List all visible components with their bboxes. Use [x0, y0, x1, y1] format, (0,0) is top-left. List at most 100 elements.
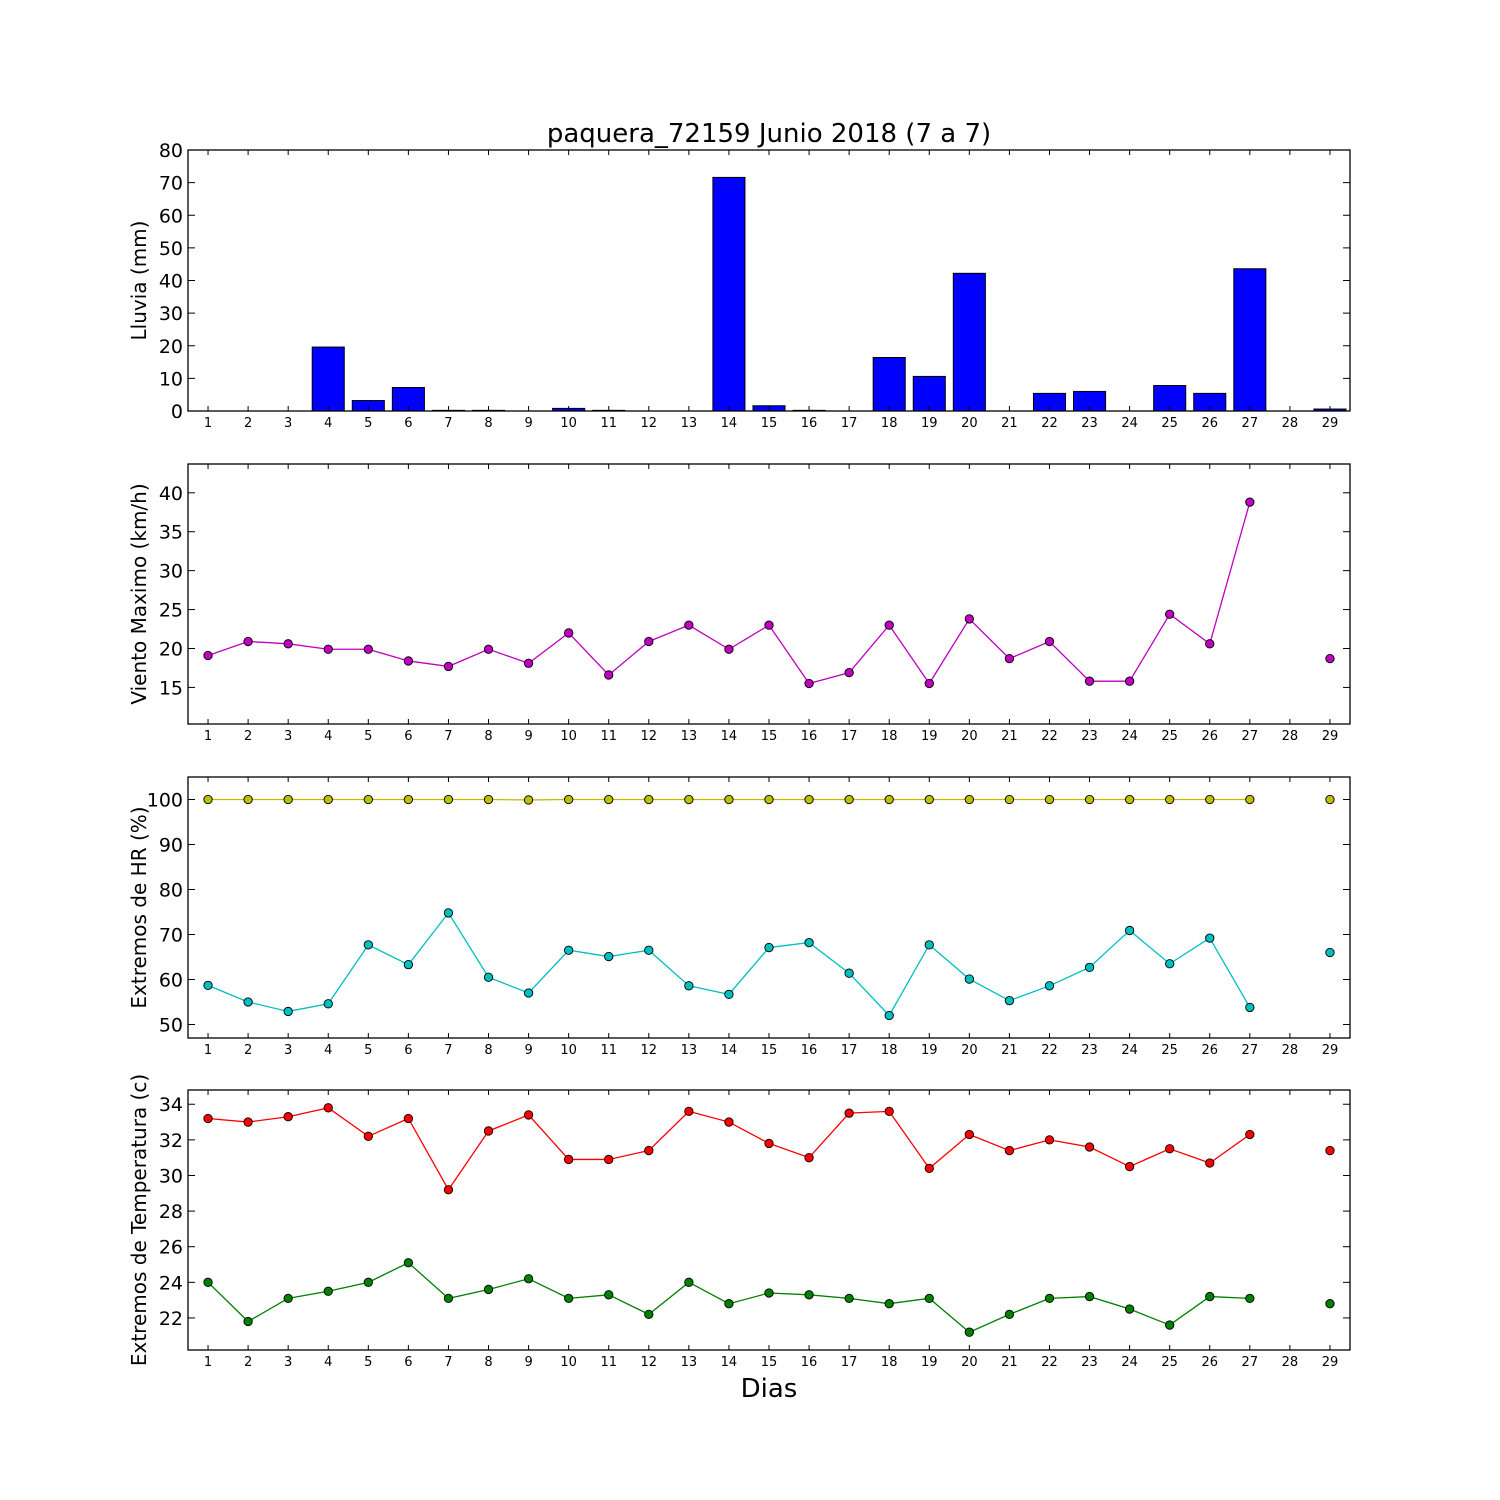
x-tick-label: 17 [841, 1355, 858, 1370]
x-tick-label: 8 [484, 1355, 492, 1370]
y-tick-label: 50 [159, 238, 183, 260]
humidity-point [1044, 981, 1055, 991]
x-tick-label: 23 [1081, 416, 1098, 431]
x-tick-label: 3 [284, 1355, 292, 1370]
temperature-point [363, 1131, 373, 1141]
humidity-point [443, 908, 454, 918]
temperature-point [1084, 1291, 1095, 1302]
x-tick-label: 4 [324, 1043, 332, 1058]
temperature-point [724, 1117, 734, 1127]
x-tick-label: 20 [961, 729, 978, 744]
humidity-y-axis-label: Extremos de HR (%) [127, 806, 151, 1008]
humidity-point [924, 940, 934, 950]
x-tick-label: 2 [244, 729, 252, 744]
x-tick-label: 10 [560, 416, 577, 431]
temperature-point [1325, 1299, 1335, 1309]
humidity-point [764, 794, 774, 805]
x-tick-label: 27 [1242, 1043, 1259, 1058]
x-tick-label: 24 [1121, 1355, 1138, 1370]
x-tick-label: 22 [1041, 1355, 1058, 1370]
x-tick-label: 26 [1201, 729, 1218, 744]
humidity-point [964, 794, 974, 805]
rain-bar [1233, 268, 1267, 412]
humidity-axes-frame [187, 776, 1351, 1039]
x-tick-label: 21 [1001, 1043, 1018, 1058]
x-tick-label: 1 [204, 729, 212, 744]
humidity-point [483, 972, 494, 982]
x-tick-label: 24 [1121, 729, 1138, 744]
x-tick-label: 25 [1161, 1355, 1178, 1370]
temperature-point [844, 1293, 854, 1304]
x-tick-label: 27 [1242, 729, 1259, 744]
wind-point [1124, 676, 1135, 686]
wind-point [924, 678, 934, 689]
humidity-point [1245, 794, 1255, 805]
x-tick-label: 21 [1001, 729, 1018, 744]
x-tick-label: 29 [1322, 1043, 1339, 1058]
x-tick-label: 18 [881, 1043, 898, 1058]
humidity-point [564, 794, 574, 805]
x-tick-label: 18 [881, 416, 898, 431]
x-tick-label: 16 [801, 416, 818, 431]
humidity-point [764, 942, 774, 953]
y-tick-label: 90 [159, 835, 183, 857]
humidity-point [1205, 794, 1215, 805]
x-tick-label: 20 [961, 1043, 978, 1058]
y-tick-label: 60 [159, 205, 183, 227]
y-tick-label: 22 [159, 1308, 183, 1330]
x-tick-label: 7 [444, 1355, 452, 1370]
x-tick-label: 26 [1201, 1355, 1218, 1370]
x-tick-label: 10 [560, 1043, 577, 1058]
y-tick-label: 80 [159, 880, 183, 902]
humidity-point [724, 989, 734, 999]
humidity-point [523, 795, 534, 805]
temperature-point [243, 1316, 253, 1327]
y-tick-label: 25 [159, 600, 183, 622]
x-tick-label: 14 [721, 416, 738, 431]
wind-point [964, 614, 974, 624]
temperature-point [483, 1126, 494, 1136]
temperature-point [804, 1290, 814, 1300]
humidity-point [1084, 794, 1095, 805]
temperature-point [1044, 1135, 1055, 1145]
temperature-point [1004, 1145, 1015, 1156]
wind-point [243, 636, 253, 647]
x-tick-label: 7 [444, 1043, 452, 1058]
x-tick-label: 16 [801, 1043, 818, 1058]
x-tick-label: 12 [641, 1355, 658, 1370]
wind-point [764, 620, 774, 630]
temperature-point [964, 1327, 974, 1337]
x-tick-label: 7 [444, 416, 452, 431]
temperature-point [1245, 1129, 1255, 1140]
x-tick-label: 28 [1282, 416, 1299, 431]
x-tick-label: 8 [484, 729, 492, 744]
x-tick-label: 11 [600, 1043, 617, 1058]
temperature-y-axis-label: Extremos de Temperatura (c) [127, 1074, 151, 1366]
temperature-point [1165, 1144, 1175, 1154]
x-tick-label: 11 [600, 1355, 617, 1370]
x-tick-label: 22 [1041, 1043, 1058, 1058]
humidity-point [844, 794, 854, 805]
temperature-point [1004, 1309, 1015, 1320]
humidity-point [1084, 962, 1095, 972]
wind-point [644, 636, 654, 647]
x-tick-label: 16 [801, 1355, 818, 1370]
x-tick-label: 20 [961, 1355, 978, 1370]
x-tick-label: 25 [1161, 1043, 1178, 1058]
x-tick-label: 27 [1242, 416, 1259, 431]
x-tick-label: 23 [1081, 1043, 1098, 1058]
humidity-point [1165, 959, 1175, 969]
x-tick-label: 1 [204, 416, 212, 431]
rain-y-axis-label: Lluvia (mm) [127, 221, 151, 341]
humidity-point [243, 794, 253, 805]
wind-point [884, 620, 894, 630]
x-tick-label: 22 [1041, 729, 1058, 744]
y-tick-label: 30 [159, 561, 183, 583]
humidity-point [203, 794, 213, 805]
x-tick-label: 12 [641, 1043, 658, 1058]
wind-point [1044, 636, 1055, 647]
wind-point [483, 644, 494, 654]
x-tick-label: 13 [681, 1043, 698, 1058]
temperature-axes-frame [187, 1089, 1351, 1351]
temperature-point [243, 1117, 253, 1127]
